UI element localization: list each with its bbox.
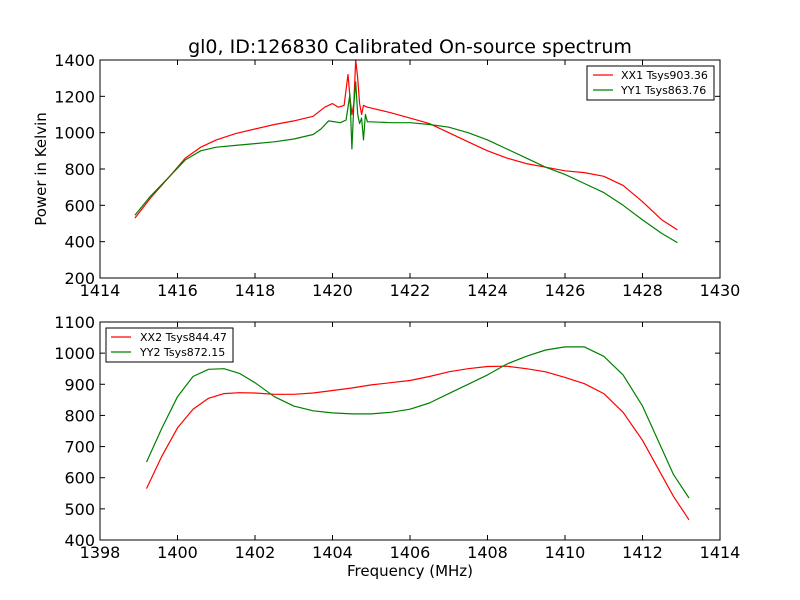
bottom-x-axis-label: Frequency (MHz) <box>347 562 473 580</box>
top-x-tick-label: 1422 <box>390 281 431 300</box>
top-legend-label-yy1: YY1 Tsys863.76 <box>620 84 706 97</box>
bottom-y-tick-label: 400 <box>64 531 95 550</box>
bottom-axes-frame <box>99 321 721 541</box>
top-y-tick-label: 600 <box>64 196 95 215</box>
bottom-series-line-xx <box>145 365 690 521</box>
bottom-legend-label-yy2: YY2 Tsys872.15 <box>139 346 225 359</box>
bottom-y-tick-label: 1000 <box>54 344 95 363</box>
top-x-tick-label: 1420 <box>312 281 353 300</box>
top-y-tick-label: 800 <box>64 160 95 179</box>
bottom-y-tick-label: 700 <box>64 438 95 457</box>
top-legend-label-xx1: XX1 Tsys903.36 <box>621 69 708 82</box>
top-axes-frame <box>99 59 721 279</box>
bottom-legend: XX2 Tsys844.47 YY2 Tsys872.15 <box>105 327 234 363</box>
top-x-tick-label: 1424 <box>467 281 508 300</box>
bottom-x-tick-label: 1406 <box>390 543 431 562</box>
bottom-x-tick-label: 1402 <box>235 543 276 562</box>
top-y-tick-label: 1400 <box>54 51 95 70</box>
bottom-legend-box <box>105 327 234 363</box>
bottom-series-group <box>145 346 690 521</box>
bottom-legend-label-xx2: XX2 Tsys844.47 <box>140 331 227 344</box>
bottom-y-tick-label: 1100 <box>54 313 95 332</box>
bottom-y-tick-label: 600 <box>64 469 95 488</box>
top-x-tick-label: 1426 <box>545 281 586 300</box>
top-legend-box <box>586 65 715 101</box>
top-ticks-group: 1414 1416 1418 1420 1422 1424 1426 1428 1430 200 4… <box>54 51 740 300</box>
bottom-x-tick-label: 1400 <box>157 543 198 562</box>
bottom-ticks-group: 1398 1400 1402 1404 1406 1408 1410 1412 1414 400 5… <box>54 313 740 562</box>
bottom-x-tick-label: 1414 <box>700 543 741 562</box>
top-x-tick-label: 1430 <box>700 281 741 300</box>
top-x-tick-label: 1414 <box>80 281 121 300</box>
bottom-x-tick-label: 1408 <box>467 543 508 562</box>
top-x-tick-label: 1416 <box>157 281 198 300</box>
top-series-line-yy <box>134 81 678 244</box>
top-chart-title: gl0, ID:126830 Calibrated On-source spec… <box>188 36 632 58</box>
top-panel: gl0, ID:126830 Calibrated On-source spec… <box>32 36 740 300</box>
top-x-tick-label: 1428 <box>622 281 663 300</box>
top-y-axis-label: Power in Kelvin <box>32 112 50 226</box>
bottom-series-line-yy <box>145 346 690 499</box>
top-y-tick-label: 1000 <box>54 124 95 143</box>
bottom-y-tick-label: 500 <box>64 500 95 519</box>
top-y-tick-label: 400 <box>64 233 95 252</box>
bottom-x-tick-label: 1412 <box>622 543 663 562</box>
bottom-y-tick-label: 900 <box>64 375 95 394</box>
bottom-x-tick-label: 1404 <box>312 543 353 562</box>
top-series-group <box>134 59 678 244</box>
top-y-tick-label: 200 <box>64 269 95 288</box>
bottom-x-tick-label: 1410 <box>545 543 586 562</box>
top-legend: XX1 Tsys903.36 YY1 Tsys863.76 <box>586 65 715 101</box>
bottom-x-tick-label: 1398 <box>80 543 121 562</box>
bottom-y-tick-label: 800 <box>64 406 95 425</box>
top-y-tick-label: 1200 <box>54 87 95 106</box>
top-x-tick-label: 1418 <box>235 281 276 300</box>
bottom-panel: Frequency (MHz) 1398 1400 1402 1404 1406 1408… <box>54 313 740 580</box>
